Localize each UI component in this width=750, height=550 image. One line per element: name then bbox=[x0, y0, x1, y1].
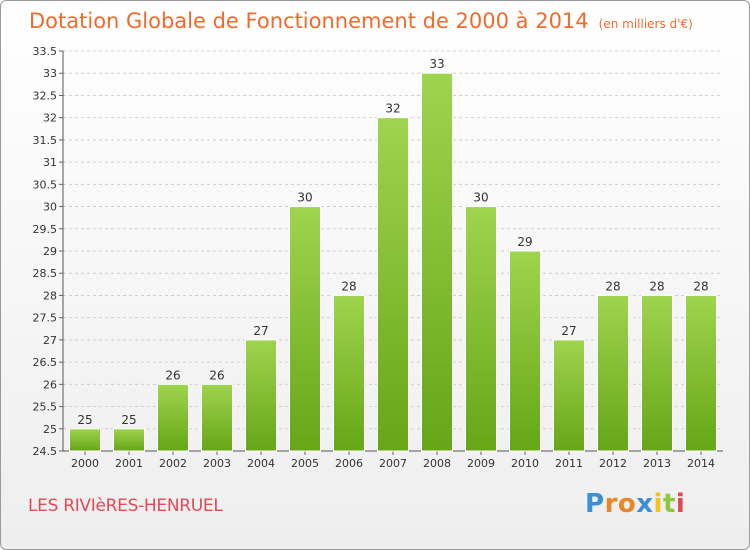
logo-letter: r bbox=[604, 489, 618, 519]
bar bbox=[201, 383, 233, 452]
x-tick-label: 2011 bbox=[555, 457, 583, 470]
y-tick-label: 28 bbox=[43, 289, 57, 302]
bars bbox=[69, 72, 717, 452]
y-tick-label: 24.5 bbox=[33, 445, 58, 458]
y-tick-label: 29.5 bbox=[33, 223, 58, 236]
x-tick-label: 2007 bbox=[379, 457, 407, 470]
data-label: 33 bbox=[429, 57, 444, 71]
bar bbox=[69, 428, 101, 452]
y-tick-label: 28.5 bbox=[33, 267, 58, 280]
data-label: 28 bbox=[605, 279, 620, 293]
data-label: 28 bbox=[649, 279, 664, 293]
data-label: 26 bbox=[209, 368, 224, 382]
logo-letter: i bbox=[675, 489, 686, 519]
bar bbox=[245, 339, 277, 452]
chart-title: Dotation Globale de Fonctionnement de 20… bbox=[29, 9, 693, 33]
data-label: 28 bbox=[693, 279, 708, 293]
x-tick-label: 2001 bbox=[115, 457, 143, 470]
data-label: 26 bbox=[165, 368, 180, 382]
proxiti-logo: Proxiti bbox=[585, 489, 685, 519]
y-tick-label: 29 bbox=[43, 245, 57, 258]
x-tick-label: 2005 bbox=[291, 457, 319, 470]
y-tick-label: 32.5 bbox=[33, 89, 58, 102]
data-label: 32 bbox=[385, 102, 400, 116]
y-tick-label: 32 bbox=[43, 112, 57, 125]
x-tick-label: 2012 bbox=[599, 457, 627, 470]
data-label: 29 bbox=[517, 235, 532, 249]
y-tick-label: 26 bbox=[43, 378, 57, 391]
data-label: 25 bbox=[121, 413, 136, 427]
y-tick-label: 30.5 bbox=[33, 178, 58, 191]
y-tick-label: 31.5 bbox=[33, 134, 58, 147]
y-tick-label: 25.5 bbox=[33, 401, 58, 414]
logo-letter: o bbox=[617, 489, 637, 519]
bar bbox=[597, 294, 629, 452]
data-label: 30 bbox=[297, 191, 312, 205]
logo-letter: P bbox=[585, 489, 605, 519]
bar bbox=[113, 428, 145, 452]
bar bbox=[157, 383, 189, 452]
bar bbox=[685, 294, 717, 452]
data-label: 28 bbox=[341, 279, 356, 293]
bar bbox=[333, 294, 365, 452]
y-tick-label: 26.5 bbox=[33, 356, 58, 369]
y-tick-label: 33 bbox=[43, 67, 57, 80]
data-label: 27 bbox=[561, 324, 576, 338]
logo-letter: x bbox=[636, 489, 654, 519]
data-label: 30 bbox=[473, 191, 488, 205]
logo-letter: i bbox=[653, 489, 663, 519]
x-tick-label: 2000 bbox=[71, 457, 99, 470]
x-tick-label: 2010 bbox=[511, 457, 539, 470]
bar bbox=[553, 339, 585, 452]
y-tick-label: 30 bbox=[43, 201, 57, 214]
x-tick-label: 2013 bbox=[643, 457, 671, 470]
data-label: 27 bbox=[253, 324, 268, 338]
bar bbox=[465, 206, 497, 452]
x-tick-label: 2004 bbox=[247, 457, 275, 470]
bar bbox=[509, 250, 541, 452]
x-tick-label: 2006 bbox=[335, 457, 363, 470]
bar bbox=[377, 117, 409, 452]
x-tick-label: 2002 bbox=[159, 457, 187, 470]
logo-letter: t bbox=[662, 489, 676, 519]
commune-name: LES RIVIèRES-HENRUEL bbox=[28, 496, 223, 516]
chart-title-text: Dotation Globale de Fonctionnement de 20… bbox=[29, 9, 589, 33]
x-tick-label: 2003 bbox=[203, 457, 231, 470]
x-tick-label: 2008 bbox=[423, 457, 451, 470]
bar bbox=[641, 294, 673, 452]
bar bbox=[421, 72, 453, 452]
x-tick-label: 2014 bbox=[687, 457, 715, 470]
x-tick-label: 2009 bbox=[467, 457, 495, 470]
data-label: 25 bbox=[77, 413, 92, 427]
labels: 24.5 25 25.5 26 26.5 27 27.5 28 28.5 29 29.5 30 30.5… bbox=[33, 45, 716, 470]
y-tick-label: 31 bbox=[43, 156, 57, 169]
chart-unit: (en milliers d'€) bbox=[598, 17, 693, 31]
y-tick-label: 33.5 bbox=[33, 45, 58, 58]
bar bbox=[289, 206, 321, 452]
y-tick-label: 27.5 bbox=[33, 312, 58, 325]
y-tick-label: 27 bbox=[43, 334, 57, 347]
y-tick-label: 25 bbox=[43, 423, 57, 436]
